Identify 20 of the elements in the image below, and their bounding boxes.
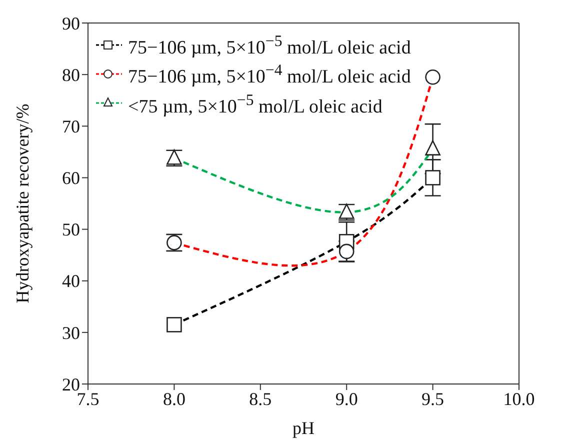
legend-label: <75 µm, 5×10$^{−5}$ mol/L oleic acid <box>128 90 382 118</box>
point <box>166 317 182 332</box>
legend-label: 75−106 µm, 5×10$^{−5}$ mol/L oleic acid <box>128 32 411 60</box>
y-axis-title: Hydroxyapatite recovery/% <box>12 104 32 304</box>
point <box>425 170 440 186</box>
y-tick-label: 20 <box>62 374 80 394</box>
x-tick-label: 8.5 <box>249 388 272 409</box>
y-tick-label: 90 <box>62 13 80 34</box>
y-tick-label: 30 <box>62 322 80 343</box>
x-tick-label: 8.0 <box>162 388 186 409</box>
legend-label: 75−106 µm, 5×10$^{−4}$ mol/L oleic acid <box>128 61 411 89</box>
y-tick-label: 40 <box>62 271 80 292</box>
x-tick-label: 9.5 <box>422 388 444 409</box>
y-tick-label: 80 <box>62 64 80 85</box>
x-tick-label: 9.0 <box>335 388 358 409</box>
y-tick-label: 70 <box>62 116 80 137</box>
x-tick-label: 10.0 <box>503 388 535 409</box>
y-tick-label: 60 <box>62 168 80 188</box>
y-tick-label: 50 <box>62 220 80 240</box>
x-axis-title: pH <box>292 418 314 438</box>
